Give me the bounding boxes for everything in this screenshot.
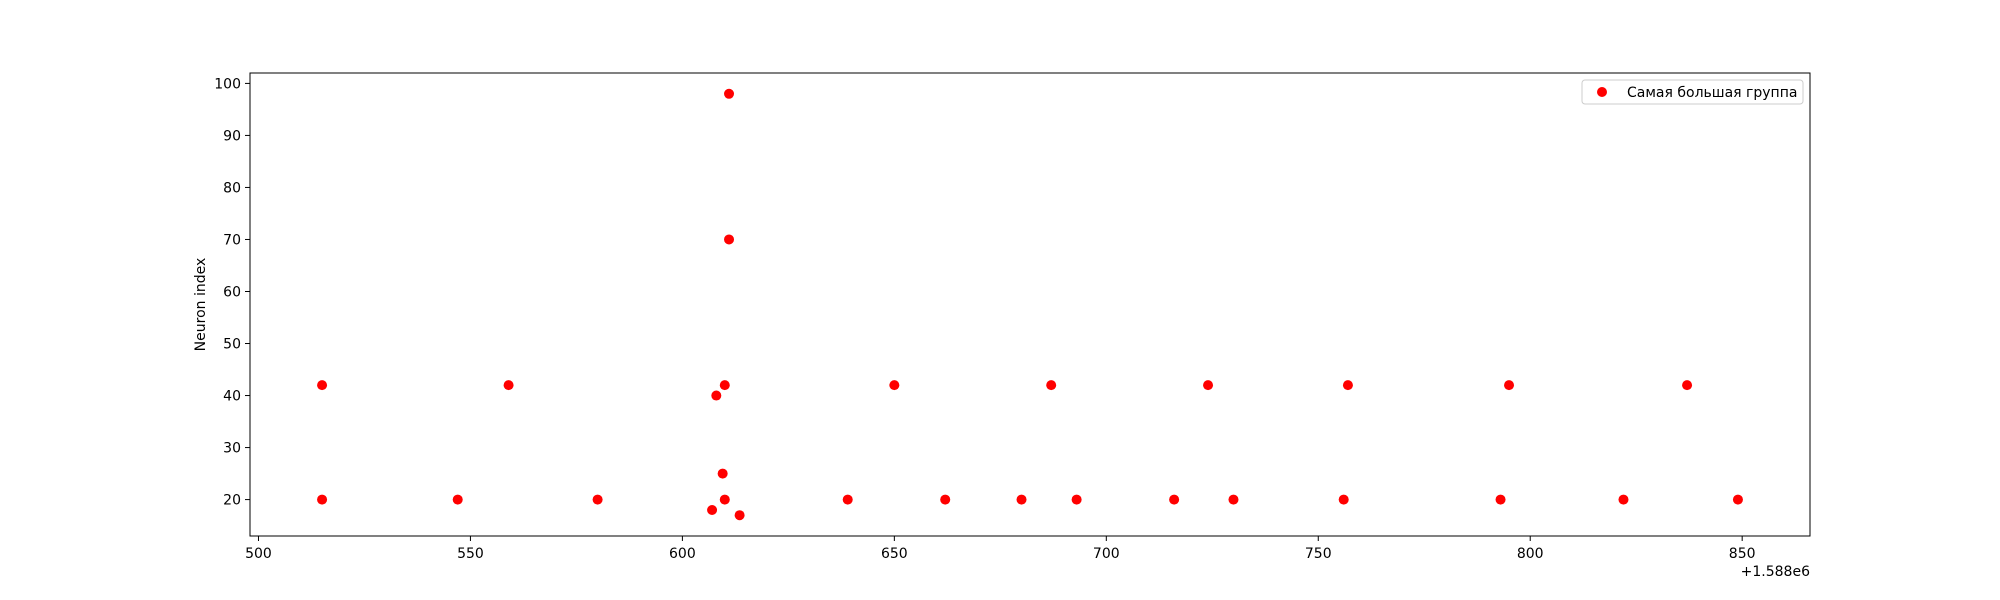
- data-point: [1228, 494, 1239, 505]
- data-point: [889, 380, 900, 391]
- data-point: [1046, 380, 1057, 391]
- x-axis-offset-label: +1.588e6: [1741, 564, 1810, 580]
- y-tick-label: 80: [223, 180, 241, 196]
- plot-frame: [249, 72, 1811, 537]
- data-point: [724, 88, 735, 99]
- y-axis-label: Neuron index: [193, 258, 209, 352]
- x-tick-label: 600: [669, 546, 696, 562]
- y-tick-label: 100: [214, 76, 241, 92]
- x-tick-label: 500: [245, 546, 272, 562]
- x-tick-label: 700: [1093, 546, 1120, 562]
- data-point: [707, 504, 718, 515]
- data-point: [1682, 380, 1693, 391]
- data-point: [452, 494, 463, 505]
- y-tick-label: 40: [223, 389, 241, 405]
- x-tick-label: 850: [1729, 546, 1756, 562]
- x-tick-label: 650: [881, 546, 908, 562]
- x-tick-label: 800: [1517, 546, 1544, 562]
- data-points: [317, 88, 1743, 521]
- data-point: [1338, 494, 1349, 505]
- data-point: [719, 380, 730, 391]
- data-point: [1169, 494, 1180, 505]
- y-tick-label: 90: [223, 128, 241, 144]
- data-point: [592, 494, 603, 505]
- data-point: [1504, 380, 1515, 391]
- y-tick-label: 60: [223, 284, 241, 300]
- data-point: [711, 390, 722, 401]
- x-tick-label: 550: [457, 546, 484, 562]
- data-point: [1016, 494, 1027, 505]
- axis-ticks: 500 550 600 650 700 750 800 850 20 30 40 50 60 70 80 90…: [214, 76, 1755, 562]
- y-tick-label: 30: [223, 441, 241, 457]
- data-point: [1071, 494, 1082, 505]
- data-point: [1342, 380, 1353, 391]
- data-point: [317, 494, 328, 505]
- data-point: [842, 494, 853, 505]
- data-point: [1732, 494, 1743, 505]
- data-point: [719, 494, 730, 505]
- legend-label: Самая большая группа: [1627, 85, 1797, 101]
- data-point: [317, 380, 328, 391]
- data-point: [1495, 494, 1506, 505]
- legend-box: [1581, 79, 1804, 105]
- legend-marker: [1597, 87, 1607, 97]
- data-point: [940, 494, 951, 505]
- data-point: [1203, 380, 1214, 391]
- y-tick-label: 50: [223, 337, 241, 353]
- data-point: [734, 510, 745, 521]
- y-tick-label: 70: [223, 232, 241, 248]
- y-tick-label: 20: [223, 493, 241, 509]
- data-point: [717, 468, 728, 479]
- legend: Самая большая группа: [1581, 79, 1804, 105]
- data-point: [724, 234, 735, 245]
- data-point: [503, 380, 514, 391]
- data-point: [1618, 494, 1629, 505]
- x-tick-label: 750: [1305, 546, 1332, 562]
